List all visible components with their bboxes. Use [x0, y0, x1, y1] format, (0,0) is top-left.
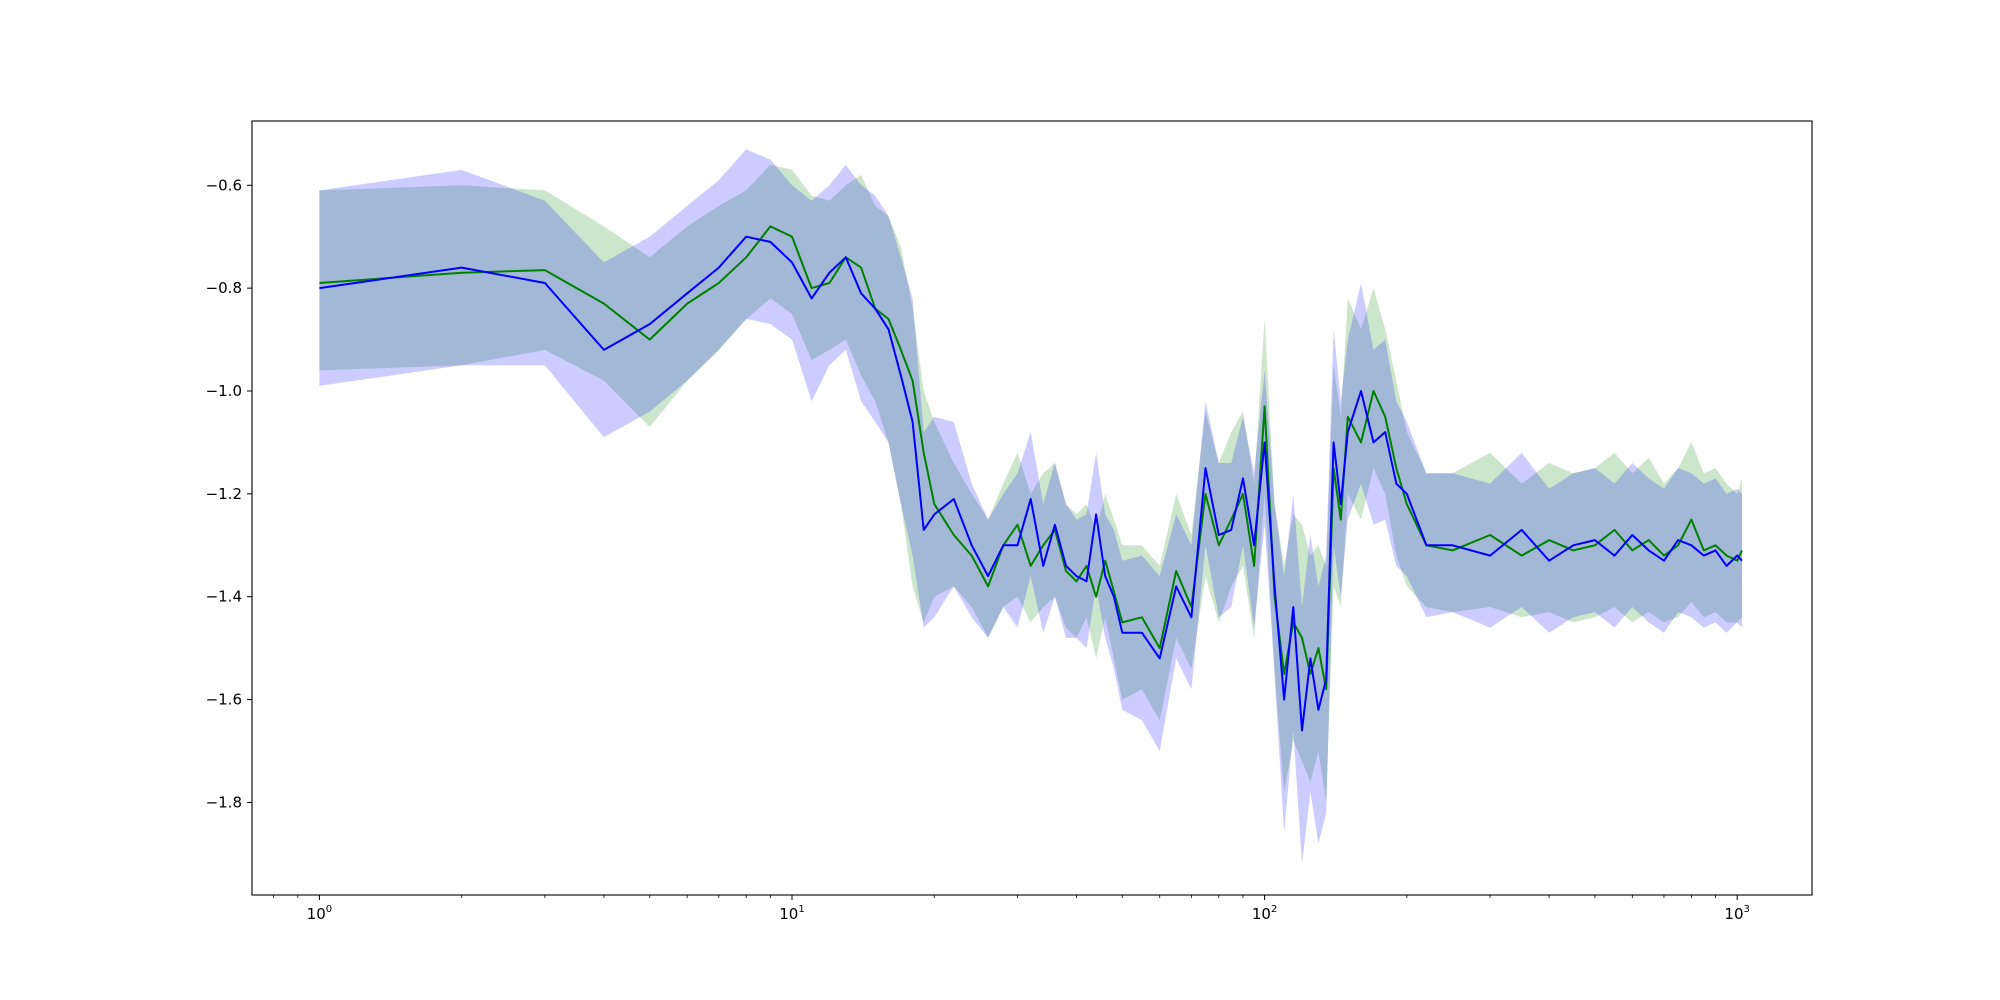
x-tick-label: 103 [1724, 904, 1749, 923]
x-tick-label: 102 [1252, 904, 1277, 923]
y-tick-label: −0.8 [206, 279, 242, 297]
y-tick-label: −1.4 [206, 588, 242, 606]
x-tick-label: 100 [307, 904, 332, 923]
axis-ticks: −1.8 −1.6 −1.4 −1.2 −1.0 −0.8 −0.6 100 101 102 103 [206, 176, 1750, 923]
plot-area [319, 149, 1743, 865]
y-tick-label: −0.6 [206, 176, 242, 194]
y-tick-label: −1.8 [206, 793, 242, 811]
y-tick-label: −1.6 [206, 691, 242, 709]
axes-frame [251, 120, 1813, 896]
confidence-band-1 [319, 164, 1742, 803]
series-line-2 [319, 235, 1743, 732]
series-lines [319, 225, 1743, 732]
y-tick-label: −1.2 [206, 485, 242, 503]
x-tick-label: 101 [779, 904, 804, 923]
confidence-band-2 [319, 149, 1742, 865]
y-tick-label: −1.0 [206, 382, 242, 400]
confidence-bands [319, 149, 1742, 865]
